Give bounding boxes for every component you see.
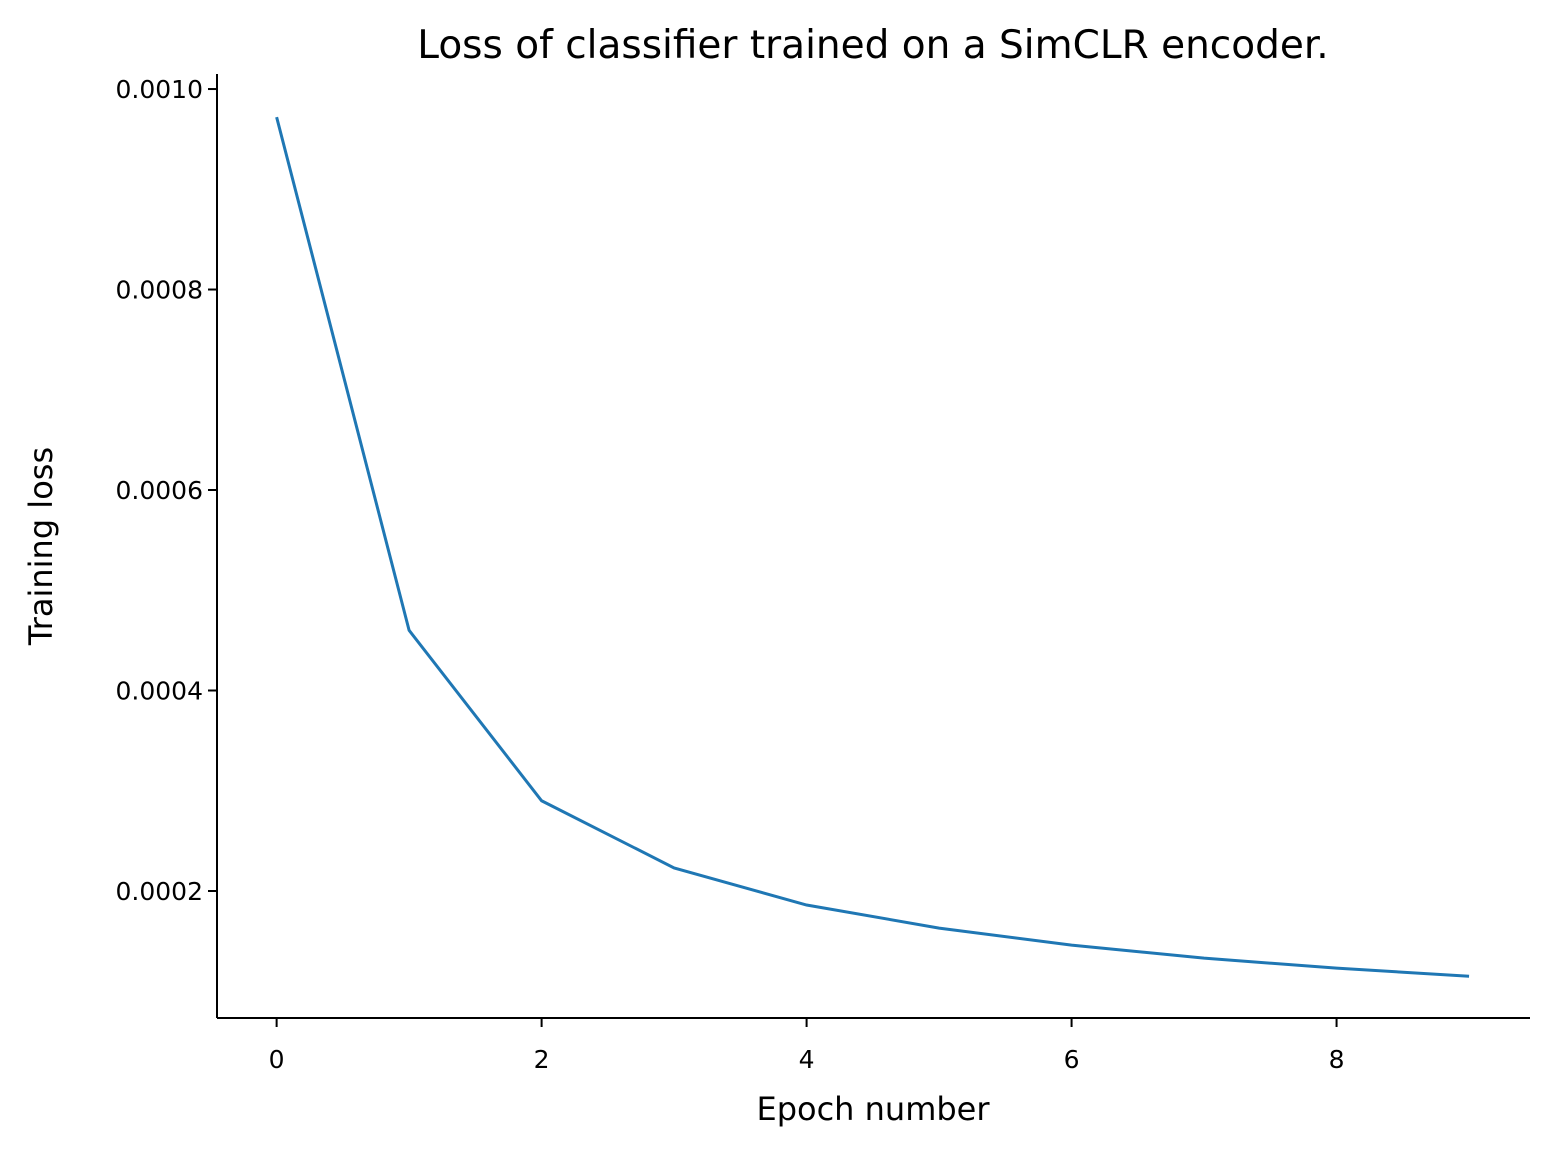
y-tick-label: 0.0006 <box>116 476 203 505</box>
x-tick-label: 4 <box>799 1045 815 1074</box>
y-tick-label: 0.0004 <box>116 677 203 706</box>
y-tick-label: 0.0010 <box>116 75 203 104</box>
x-tick-label: 2 <box>534 1045 550 1074</box>
x-tick-label: 0 <box>269 1045 285 1074</box>
x-tick-label: 6 <box>1064 1045 1080 1074</box>
x-axis-label: Epoch number <box>756 1090 990 1128</box>
chart-title: Loss of classifier trained on a SimCLR e… <box>417 23 1328 68</box>
x-tick-label: 8 <box>1329 1045 1345 1074</box>
y-tick-label: 0.0008 <box>116 276 203 305</box>
y-tick-label: 0.0002 <box>116 877 203 906</box>
series-line <box>275 116 1470 978</box>
y-axis-label: Training loss <box>22 447 60 646</box>
